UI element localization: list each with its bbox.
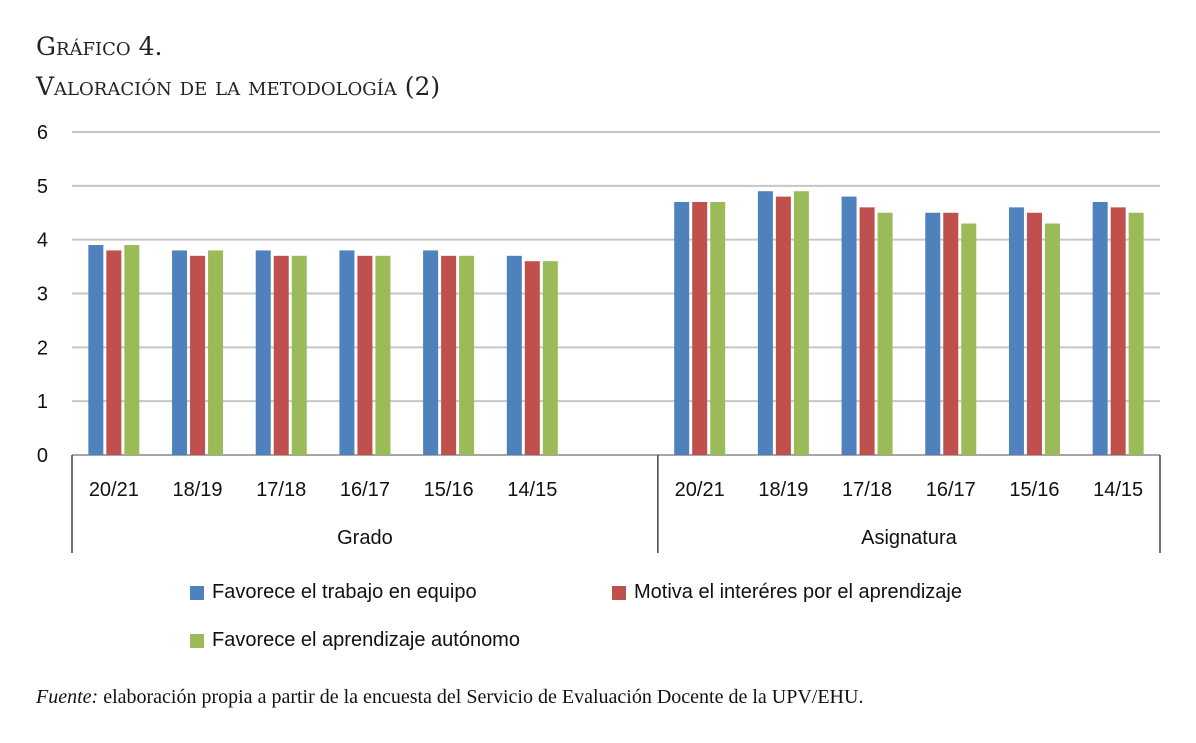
x-tick-label: 16/17 (340, 479, 390, 501)
bar (1044, 223, 1060, 455)
bar (961, 223, 977, 455)
group-label: Asignatura (861, 527, 957, 549)
bar (757, 191, 773, 455)
chart-title: Valoración de la metodología (2) (36, 72, 441, 101)
bar (542, 261, 558, 455)
legend-item-0: Favorece el trabajo en equipo (190, 581, 477, 604)
y-tick-label: 5 (37, 176, 48, 198)
bar (190, 255, 206, 455)
x-tick-label: 20/21 (675, 479, 725, 501)
bar (1008, 207, 1024, 455)
bar (357, 255, 373, 455)
bar (793, 191, 809, 455)
legend-swatch (612, 585, 626, 600)
source-note: Fuente: elaboración propia a partir de l… (36, 686, 863, 709)
figure-number: Gráfico 4. (36, 32, 163, 61)
bar (1110, 207, 1126, 455)
y-tick-label: 2 (37, 337, 48, 359)
x-tick-label: 15/16 (1009, 479, 1059, 501)
source-text: elaboración propia a partir de la encues… (98, 686, 864, 708)
bar (106, 250, 122, 455)
bar (273, 255, 289, 455)
bar (172, 250, 188, 455)
x-tick-label: 15/16 (424, 479, 474, 501)
bar (877, 212, 893, 455)
bar (255, 250, 271, 455)
y-tick-label: 0 (37, 445, 48, 467)
legend-item-1: Motiva el interéres por el aprendizaje (612, 581, 962, 604)
bar (674, 201, 690, 455)
bar (925, 212, 941, 455)
legend-label: Favorece el aprendizaje autónomo (212, 629, 520, 651)
bar (375, 255, 391, 455)
y-tick-label: 4 (37, 230, 48, 252)
bar (692, 201, 708, 455)
x-tick-label: 16/17 (926, 479, 976, 501)
y-tick-label: 6 (37, 122, 48, 144)
bar (124, 245, 140, 455)
x-tick-label: 18/19 (758, 479, 808, 501)
bar (459, 255, 475, 455)
bar (88, 245, 104, 455)
y-tick-label: 1 (37, 391, 48, 413)
x-tick-label: 20/21 (89, 479, 139, 501)
x-tick-label: 17/18 (256, 479, 306, 501)
bar (291, 255, 307, 455)
bar (441, 255, 457, 455)
group-label: Grado (337, 527, 393, 549)
bar (1092, 201, 1108, 455)
bar (1128, 212, 1144, 455)
bar (859, 207, 875, 455)
bar (1026, 212, 1042, 455)
bar (524, 261, 540, 455)
legend-label: Favorece el trabajo en equipo (212, 581, 477, 603)
x-tick-label: 17/18 (842, 479, 892, 501)
y-tick-label: 3 (37, 284, 48, 306)
bar (710, 201, 726, 455)
legend-swatch (190, 585, 204, 600)
bar (841, 196, 857, 455)
x-tick-label: 14/15 (1093, 479, 1143, 501)
bar (423, 250, 439, 455)
x-tick-label: 14/15 (507, 479, 557, 501)
legend-item-2: Favorece el aprendizaje autónomo (190, 629, 520, 652)
legend-swatch (190, 633, 204, 648)
legend-label: Motiva el interéres por el aprendizaje (634, 581, 962, 603)
bar (506, 255, 522, 455)
x-tick-label: 18/19 (173, 479, 223, 501)
source-label: Fuente: (36, 686, 99, 708)
bar (775, 196, 791, 455)
bar (208, 250, 224, 455)
bar (339, 250, 355, 455)
bar (943, 212, 959, 455)
